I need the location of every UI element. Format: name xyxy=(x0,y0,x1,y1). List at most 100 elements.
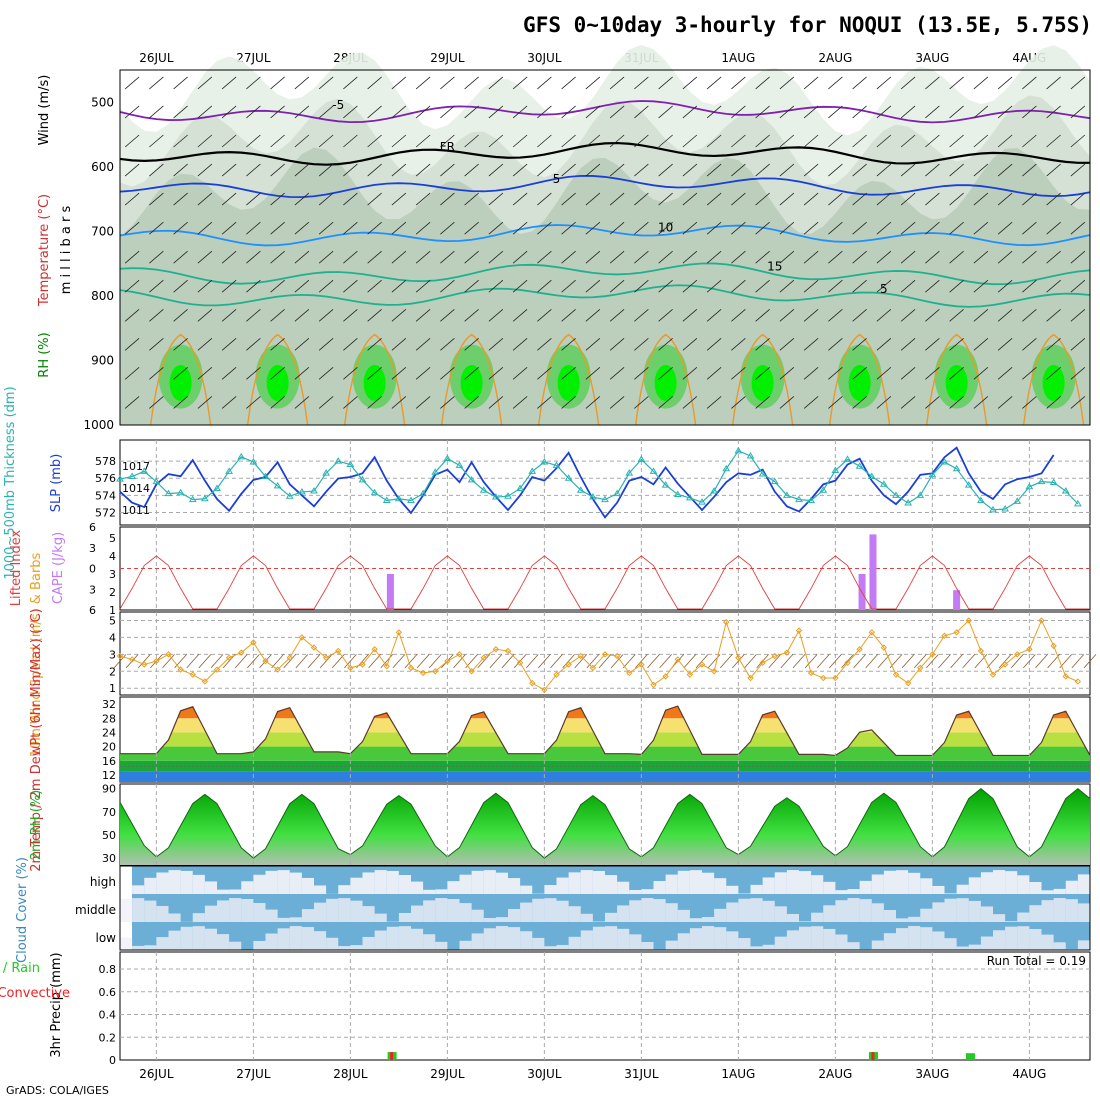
cloud-bar xyxy=(483,928,496,950)
wind-barb xyxy=(489,654,503,669)
thickness-series-line xyxy=(119,450,1079,511)
wind-barb xyxy=(768,654,782,669)
wind-speed-point xyxy=(650,681,657,689)
wind-barb xyxy=(780,654,794,669)
thickness-point xyxy=(273,481,282,489)
temp-series-line xyxy=(120,705,1091,757)
rh-plume-core xyxy=(363,365,386,402)
wind-barb xyxy=(634,396,649,409)
cloud-bar xyxy=(847,889,860,894)
cloud-bar xyxy=(374,930,387,950)
li-series-line xyxy=(119,555,1090,610)
cloud-bar xyxy=(411,905,424,922)
cloud-bar xyxy=(738,898,751,922)
rh-plume-core xyxy=(1042,365,1065,402)
wind-speed-point xyxy=(662,673,669,680)
cloud-bar xyxy=(859,899,872,922)
cloud-bar xyxy=(520,931,533,950)
wind-barb xyxy=(852,105,867,119)
wind-barb xyxy=(513,654,527,669)
thickness-point xyxy=(516,484,525,491)
cloud-bar xyxy=(1077,874,1090,894)
wind-barb xyxy=(537,308,552,322)
wind-barb xyxy=(1046,338,1061,351)
wind-barb xyxy=(488,192,504,206)
isotherm-line xyxy=(119,141,1091,166)
wind-barb xyxy=(173,308,188,322)
wind-barb xyxy=(1022,221,1037,235)
wind-barb xyxy=(246,250,261,264)
wind-barb xyxy=(852,279,867,293)
cloud-bar xyxy=(362,936,375,950)
wind-speed-point xyxy=(371,646,378,653)
wind-barb xyxy=(828,134,843,148)
wind-barb xyxy=(634,105,649,119)
wind-barb xyxy=(682,250,698,264)
wind-barb xyxy=(997,192,1013,206)
wind-barb xyxy=(682,134,698,148)
wind-barb xyxy=(609,76,625,90)
boundary-contour xyxy=(149,333,212,426)
wind-barb xyxy=(986,654,1000,669)
wind-barb xyxy=(706,221,722,235)
cloud-bar xyxy=(241,881,254,894)
wind-barb xyxy=(609,308,625,322)
wind-barb xyxy=(477,654,491,669)
precip-convective-bar xyxy=(871,1052,875,1060)
wind-speed-point xyxy=(444,657,451,665)
wind-barb xyxy=(343,338,358,351)
wind-barb xyxy=(488,134,504,148)
cloud-bar xyxy=(811,912,824,922)
wind-barb xyxy=(440,367,455,380)
wind-barb xyxy=(197,396,213,409)
wind-speed-point xyxy=(601,651,609,658)
date-label-top: 30JUL xyxy=(527,51,562,65)
wind-barb xyxy=(695,654,709,669)
temp-band xyxy=(120,718,1090,733)
thickness-point xyxy=(213,484,221,491)
wind-barb xyxy=(294,163,310,177)
wind-barb xyxy=(828,396,843,409)
wind-barb xyxy=(343,192,358,206)
cloud-bar xyxy=(592,926,605,950)
wind-barb xyxy=(841,654,854,669)
wind-barb xyxy=(197,367,213,380)
wind-barb xyxy=(367,134,382,148)
wind-barb xyxy=(852,163,867,177)
wind-barb xyxy=(755,250,770,264)
thickness-point xyxy=(261,472,270,480)
cloud-bar xyxy=(520,902,533,922)
wind-speed-point xyxy=(868,629,875,636)
cloud-bar xyxy=(605,875,618,894)
cape-bar xyxy=(953,590,961,610)
slp-series-line xyxy=(119,446,1055,519)
wind-speed-point xyxy=(1026,646,1033,653)
cloud-bar xyxy=(1017,875,1030,894)
wind-barb xyxy=(295,654,309,669)
wind-barb xyxy=(900,367,916,380)
wind-barb xyxy=(149,163,164,177)
cloud-bar xyxy=(750,884,763,894)
wind-barb xyxy=(900,163,916,177)
wind-barb xyxy=(755,279,770,293)
wind-speed-point xyxy=(541,686,548,694)
cloud-bar xyxy=(301,877,314,894)
wind-barb xyxy=(149,76,164,90)
cloud-bar xyxy=(726,902,739,922)
cloud-bar xyxy=(156,905,169,922)
cloud-bar xyxy=(314,885,327,894)
precip-convective-bar xyxy=(390,1052,394,1060)
pressure-axis-label: m i l l i b a r s xyxy=(59,206,74,295)
wind-barb xyxy=(949,134,964,148)
wind-barb xyxy=(464,163,479,177)
wind-barb xyxy=(828,105,843,119)
wind-barb xyxy=(706,338,722,351)
cloud-bar xyxy=(1017,912,1030,922)
wind-barb xyxy=(221,163,237,177)
thickness-point xyxy=(346,460,355,468)
date-label-bottom: 28JUL xyxy=(333,1067,368,1081)
wind-barb xyxy=(246,338,261,351)
cloud-bar xyxy=(350,945,363,950)
